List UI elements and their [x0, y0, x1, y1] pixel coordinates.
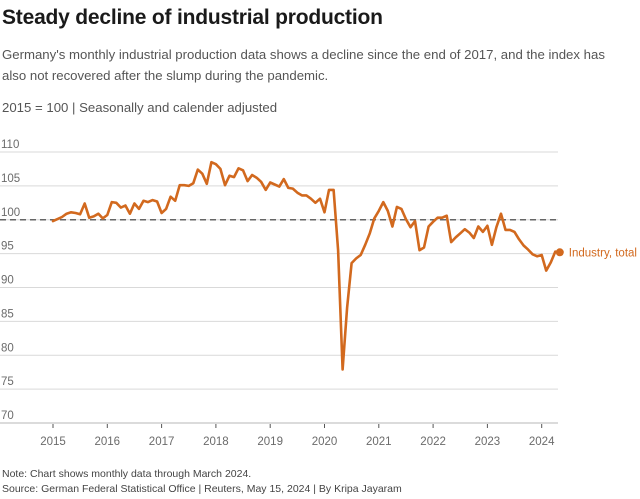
- series-group: Industry, total: [51, 160, 637, 371]
- x-tick-label: 2016: [95, 436, 121, 448]
- x-tick-label: 2020: [312, 436, 338, 448]
- y-tick-label: 80: [1, 342, 14, 354]
- chart-note: Note: Chart shows monthly data through M…: [2, 468, 252, 480]
- x-axis: 2015 2016 2017 2018 2019 2020 2021 2022 2023 2024: [0, 422, 558, 448]
- y-tick-label: 110: [1, 139, 19, 151]
- y-tick-label: 105: [1, 173, 20, 185]
- series-end-point: [555, 248, 564, 257]
- x-tick-label: 2023: [475, 436, 501, 448]
- y-tick-label: 85: [1, 308, 14, 320]
- x-tick-label: 2022: [420, 436, 446, 448]
- x-tick-label: 2015: [40, 436, 66, 448]
- y-tick-label: 90: [1, 275, 14, 287]
- series-label: Industry, total: [569, 247, 637, 259]
- x-tick-label: 2018: [203, 436, 229, 448]
- y-axis-labels: 70 75 80 85 90 95 100 105 110: [1, 139, 20, 422]
- x-tick-label: 2019: [257, 436, 283, 448]
- x-tick-label: 2017: [149, 436, 175, 448]
- y-tick-label: 95: [1, 241, 14, 253]
- y-tick-label: 70: [1, 410, 14, 422]
- y-tick-label: 75: [1, 376, 14, 388]
- series-line-industry-total: [51, 160, 562, 371]
- y-tick-label: 100: [1, 207, 20, 219]
- x-tick-label: 2021: [366, 436, 392, 448]
- x-tick-label: 2024: [529, 436, 555, 448]
- chart-subtitle: Germany's monthly industrial production …: [2, 47, 605, 83]
- chart-title: Steady decline of industrial production: [2, 6, 383, 29]
- unit-note: 2015 = 100 | Seasonally and calender adj…: [2, 100, 278, 115]
- chart-source: Source: German Federal Statistical Offic…: [2, 483, 402, 495]
